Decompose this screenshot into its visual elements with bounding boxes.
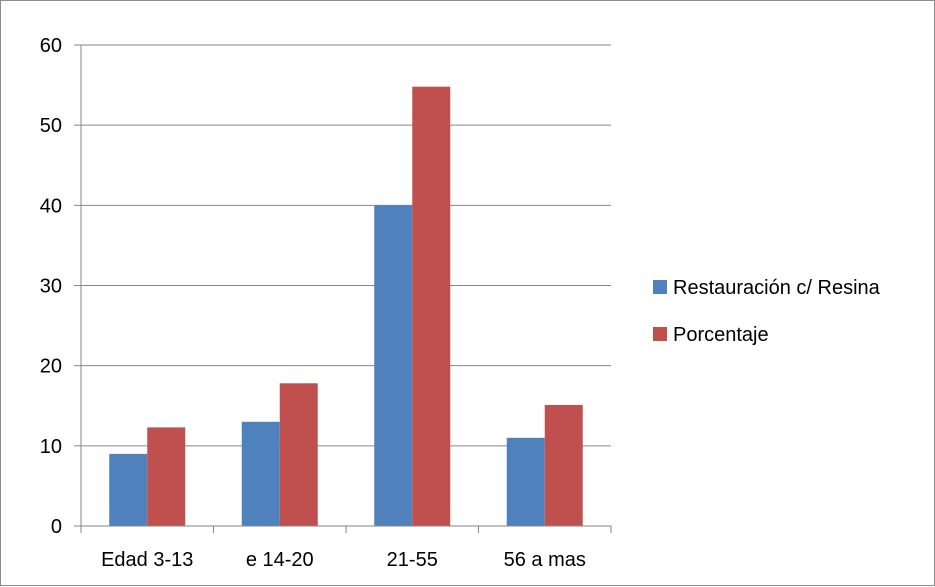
x-tick-label: 56 a mas <box>504 549 586 571</box>
x-tick-label: e 14-20 <box>246 549 314 571</box>
y-tick-label: 60 <box>40 35 62 57</box>
legend-label: Porcentaje <box>673 324 769 346</box>
y-tick-label: 0 <box>51 516 62 538</box>
y-tick-label: 50 <box>40 115 62 137</box>
bar-porcentaje <box>544 404 583 526</box>
y-tick-label: 20 <box>40 356 62 378</box>
y-tick-label: 10 <box>40 436 62 458</box>
bars <box>109 86 583 527</box>
y-tick-labels: 0 10 20 30 40 50 60 <box>40 35 62 538</box>
y-tick-label: 30 <box>40 276 62 298</box>
y-tick-label: 40 <box>40 195 62 217</box>
bar-restauracion <box>374 205 413 527</box>
legend: Restauración c/ Resina Porcentaje <box>653 277 881 346</box>
legend-swatch <box>653 280 667 294</box>
x-tick-label: Edad 3-13 <box>101 549 193 571</box>
x-tick-labels: Edad 3-13 e 14-20 21-55 56 a mas <box>101 549 586 571</box>
bar-restauracion <box>109 453 148 526</box>
bar-porcentaje <box>147 427 186 526</box>
bar-porcentaje <box>279 383 318 526</box>
bar-porcentaje <box>412 86 451 526</box>
axes <box>74 44 612 533</box>
x-tick-label: 21-55 <box>387 549 438 571</box>
legend-label: Restauración c/ Resina <box>673 277 881 299</box>
gridlines <box>81 44 611 447</box>
legend-swatch <box>653 327 667 341</box>
bar-restauracion <box>506 437 545 526</box>
bar-restauracion <box>241 421 280 526</box>
